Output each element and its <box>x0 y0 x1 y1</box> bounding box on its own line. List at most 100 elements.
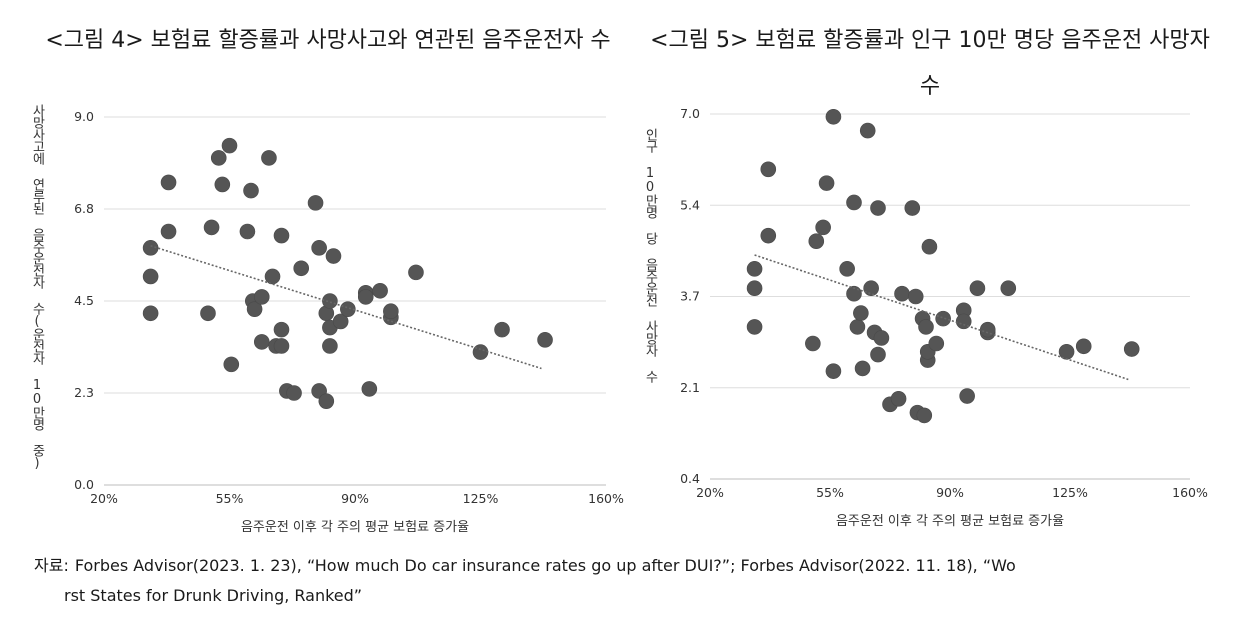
x-tick-label: 20% <box>696 485 724 500</box>
data-point <box>1123 341 1140 357</box>
y-tick-label: 2.3 <box>74 385 94 400</box>
chart-title-left: <그림 4> 보험료 할증률과 사망사고와 연관된 음주운전자 수 <box>45 28 611 53</box>
data-point <box>264 268 281 285</box>
data-point <box>239 223 256 240</box>
data-point <box>918 319 934 335</box>
source-note: 자료: Forbes Advisor(2023. 1. 23), “How muc… <box>34 551 1224 611</box>
data-point <box>210 150 227 166</box>
data-point <box>921 238 938 255</box>
data-point <box>935 310 951 327</box>
data-point <box>760 227 777 244</box>
data-point <box>340 301 356 317</box>
y-tick-label: 5.4 <box>680 197 700 212</box>
x-tick-label: 160% <box>1172 485 1208 500</box>
data-point <box>322 338 338 354</box>
data-point <box>273 321 290 338</box>
data-point <box>815 219 831 236</box>
data-point <box>200 305 216 322</box>
data-point <box>253 289 270 305</box>
data-point <box>286 385 302 401</box>
data-point <box>318 393 335 409</box>
data-point <box>160 174 177 191</box>
y-tick-label: 2.1 <box>680 380 700 395</box>
x-tick-label: 90% <box>936 485 964 500</box>
data-point <box>325 248 342 264</box>
data-point <box>357 289 374 305</box>
data-point <box>863 280 879 297</box>
data-point <box>873 330 890 346</box>
x-tick-label: 125% <box>463 491 499 506</box>
data-point <box>859 122 876 139</box>
data-point <box>969 280 986 297</box>
data-point <box>853 305 869 321</box>
y-tick-label: 6.8 <box>74 201 94 216</box>
data-point <box>890 391 907 407</box>
data-point <box>322 293 338 309</box>
data-point <box>846 194 862 211</box>
x-tick-label: 90% <box>341 491 369 506</box>
y-tick-label: 0.4 <box>680 471 700 486</box>
y-tick-label: 4.5 <box>74 293 94 308</box>
data-point <box>372 282 388 299</box>
scatter-chart-right: 0.4 2.1 3.7 5.4 7.0 20% 55% 90% 125% 160% 음주운전 이후 … <box>643 106 1208 529</box>
data-point <box>494 321 510 338</box>
data-point <box>142 268 159 285</box>
data-point <box>142 305 159 322</box>
data-point <box>1075 338 1092 355</box>
data-point <box>214 176 231 193</box>
data-point <box>916 407 933 424</box>
data-point <box>273 227 290 244</box>
data-point <box>825 108 842 125</box>
data-point <box>221 137 238 154</box>
data-point <box>361 381 378 397</box>
data-point <box>904 200 921 216</box>
y-tick-label: 0.0 <box>74 477 94 492</box>
data-point <box>955 313 972 330</box>
data-point <box>203 219 220 236</box>
data-point <box>746 280 763 297</box>
data-point <box>537 332 553 348</box>
scatter-chart-left: 0.0 2.3 4.5 6.8 9.0 20% 55% 90% 125% 160% 음주운전 이후 … <box>30 104 624 535</box>
data-point <box>160 223 177 240</box>
chart-title-right: <그림 5> 보험료 할증률과 인구 10만 명당 음주운전 사망자 수 <box>650 28 1210 99</box>
data-point <box>1000 280 1017 297</box>
x-tick-label: 160% <box>588 491 624 506</box>
data-point <box>746 261 763 277</box>
data-point <box>273 338 290 354</box>
data-point <box>760 161 777 178</box>
data-point <box>870 200 886 216</box>
y-tick-label: 7.0 <box>680 106 700 121</box>
data-point <box>808 233 825 249</box>
data-point <box>959 388 975 404</box>
data-point <box>825 363 842 379</box>
data-point <box>253 334 270 350</box>
data-point <box>246 301 263 317</box>
data-point <box>408 264 424 281</box>
source-text-line1: Forbes Advisor(2023. 1. 23), “How much D… <box>74 556 1016 575</box>
data-point <box>894 285 910 302</box>
source-text-line2: rst States for Drunk Driving, Ranked” <box>64 586 363 605</box>
y-axis-label: 인구 10만명 당 음주운전 사망자 수 <box>643 128 658 383</box>
source-label: 자료: <box>34 556 69 575</box>
data-point <box>261 150 277 166</box>
y-tick-label: 9.0 <box>74 109 94 124</box>
x-tick-label: 55% <box>216 491 244 506</box>
data-point <box>854 360 871 377</box>
data-point <box>142 240 159 256</box>
y-axis-label: 사망사고에 연루된 음주운전자 수(운전자 10만명 중) <box>30 104 45 470</box>
data-point <box>928 335 945 352</box>
x-tick-label: 20% <box>90 491 118 506</box>
data-point <box>293 260 310 277</box>
data-point <box>849 319 866 335</box>
x-tick-label: 55% <box>816 485 844 500</box>
data-point <box>383 303 399 320</box>
data-point <box>870 346 886 363</box>
data-point <box>1058 344 1075 360</box>
data-point <box>979 321 996 338</box>
x-axis-label: 음주운전 이후 각 주의 평균 보험료 증가율 <box>241 520 469 535</box>
data-point <box>332 313 349 330</box>
data-point <box>839 261 855 277</box>
data-point <box>818 175 835 191</box>
x-axis-label: 음주운전 이후 각 주의 평균 보험료 증가율 <box>836 514 1064 529</box>
data-point <box>243 182 259 199</box>
